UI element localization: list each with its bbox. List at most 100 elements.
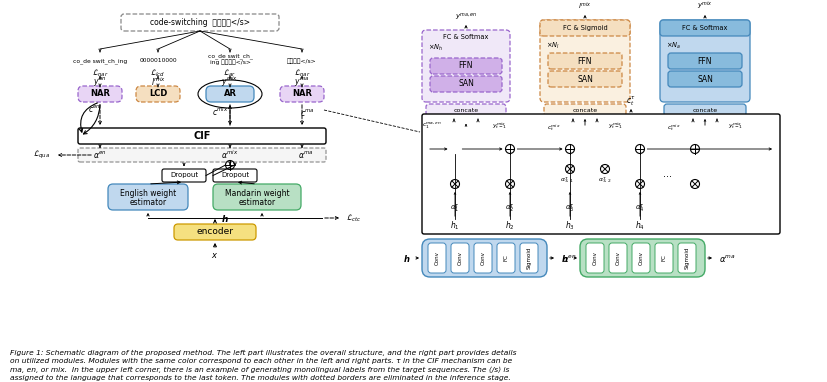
- Text: assigned to the language that corresponds to the last token. The modules with do: assigned to the language that correspond…: [10, 375, 510, 381]
- Text: NAR: NAR: [292, 89, 312, 99]
- FancyBboxPatch shape: [206, 86, 254, 102]
- FancyBboxPatch shape: [422, 30, 509, 102]
- Text: $h_4$: $h_4$: [634, 220, 644, 232]
- Text: CIF: CIF: [193, 131, 210, 141]
- FancyBboxPatch shape: [280, 86, 323, 102]
- FancyBboxPatch shape: [162, 169, 206, 182]
- Text: $\alpha^{mix}$: $\alpha^{mix}$: [221, 149, 238, 161]
- Text: Figure 1: Schematic diagram of the proposed method. The left part illustrates th: Figure 1: Schematic diagram of the propo…: [10, 350, 516, 356]
- Text: NAR: NAR: [90, 89, 110, 99]
- FancyBboxPatch shape: [473, 243, 491, 273]
- Text: $\times N_a$: $\times N_a$: [665, 41, 681, 51]
- Text: $x$: $x$: [211, 251, 218, 259]
- Text: FC: FC: [503, 254, 508, 261]
- Text: FC & Softmax: FC & Softmax: [442, 34, 488, 40]
- Text: code-switching  语音识别</s>: code-switching 语音识别</s>: [150, 18, 250, 27]
- Text: ma, en, or mix.  In the upper left corner, there is an example of generating mon: ma, en, or mix. In the upper left corner…: [10, 366, 509, 373]
- Text: $c^{ma}$: $c^{ma}$: [299, 107, 314, 118]
- Text: Dropout: Dropout: [170, 173, 198, 178]
- Text: concate: concate: [691, 107, 717, 113]
- Text: $\alpha^{ma}$: $\alpha^{ma}$: [718, 253, 734, 264]
- FancyBboxPatch shape: [121, 14, 279, 31]
- Text: ...: ...: [662, 169, 672, 179]
- Text: $y^{en}$: $y^{en}$: [93, 76, 107, 89]
- Text: $\alpha^{ma}$: $\alpha^{ma}$: [298, 149, 313, 160]
- Text: Sigmoid: Sigmoid: [684, 247, 689, 269]
- FancyBboxPatch shape: [654, 243, 672, 273]
- Text: $h_2$: $h_2$: [504, 220, 514, 232]
- Text: Dropout: Dropout: [221, 173, 249, 178]
- Text: FC & Sigmoid: FC & Sigmoid: [562, 25, 607, 31]
- Text: $c^{mix}_{t}$: $c^{mix}_{t}$: [547, 123, 560, 133]
- FancyBboxPatch shape: [174, 224, 256, 240]
- FancyBboxPatch shape: [136, 86, 179, 102]
- FancyBboxPatch shape: [631, 243, 649, 273]
- Text: $\alpha_{3,2}^{\tau}$: $\alpha_{3,2}^{\tau}$: [598, 175, 611, 183]
- Text: $\mathcal{L}_{nar}$: $\mathcal{L}_{nar}$: [92, 67, 108, 79]
- Text: $y^{mix}_{t-1}$: $y^{mix}_{t-1}$: [608, 121, 623, 131]
- Text: Conv: Conv: [592, 251, 597, 265]
- Text: $y^{mix}$: $y^{mix}$: [222, 75, 238, 89]
- Text: FC: FC: [661, 254, 666, 261]
- Text: Mandarin weight: Mandarin weight: [224, 189, 289, 197]
- Text: FC & Softmax: FC & Softmax: [681, 25, 727, 31]
- Text: $y^{ma,en}$: $y^{ma,en}$: [454, 11, 477, 23]
- Text: $c^{ma,en}_{1}$: $c^{ma,en}_{1}$: [422, 121, 442, 131]
- Text: $\mathcal{L}_{lcd}$: $\mathcal{L}_{lcd}$: [151, 67, 165, 79]
- Text: $\alpha^{en}$: $\alpha^{en}$: [561, 253, 576, 264]
- Text: $c^{mix}_{t}$: $c^{mix}_{t}$: [667, 123, 680, 133]
- FancyBboxPatch shape: [422, 239, 547, 277]
- Text: $y^{ma}$: $y^{ma}$: [294, 76, 309, 89]
- Text: $\boldsymbol{h}$: $\boldsymbol{h}$: [221, 212, 229, 223]
- Text: $y^{mix}_{t-1}$: $y^{mix}_{t-1}$: [492, 121, 507, 131]
- FancyBboxPatch shape: [78, 86, 122, 102]
- Text: SAN: SAN: [457, 79, 473, 89]
- FancyBboxPatch shape: [425, 104, 505, 116]
- FancyBboxPatch shape: [539, 20, 629, 36]
- Text: $c^{mix}$: $c^{mix}$: [212, 106, 228, 118]
- FancyBboxPatch shape: [547, 53, 621, 69]
- Text: encoder: encoder: [196, 228, 233, 236]
- Text: SAN: SAN: [696, 74, 712, 84]
- Text: estimator: estimator: [129, 198, 166, 207]
- FancyBboxPatch shape: [78, 128, 326, 144]
- Text: $\boldsymbol{h}$: $\boldsymbol{h}$: [403, 253, 410, 264]
- Text: $\alpha_2^{\tau}$: $\alpha_2^{\tau}$: [504, 203, 514, 215]
- Text: $y^{mix}$: $y^{mix}$: [696, 0, 712, 12]
- Text: $\mathcal{L}_{ar}$: $\mathcal{L}_{ar}$: [223, 67, 237, 79]
- Text: concate: concate: [453, 107, 478, 113]
- FancyBboxPatch shape: [547, 71, 621, 87]
- FancyBboxPatch shape: [78, 148, 326, 162]
- Text: Conv: Conv: [457, 251, 462, 265]
- Text: Conv: Conv: [434, 251, 439, 265]
- FancyBboxPatch shape: [213, 169, 256, 182]
- FancyBboxPatch shape: [429, 58, 501, 74]
- FancyBboxPatch shape: [609, 243, 626, 273]
- Text: $\mathcal{L}_{nar}$: $\mathcal{L}_{nar}$: [294, 67, 310, 79]
- Text: FFN: FFN: [697, 57, 711, 65]
- Text: LCD: LCD: [149, 89, 167, 99]
- Text: concate: concate: [571, 107, 597, 113]
- Text: $\alpha_1^{\tau}$: $\alpha_1^{\tau}$: [450, 203, 459, 215]
- Text: $\mathcal{L}_{ctc}$: $\mathcal{L}_{ctc}$: [346, 212, 361, 224]
- Text: $\times N_l$: $\times N_l$: [545, 41, 559, 51]
- Text: Conv: Conv: [614, 251, 619, 265]
- Text: $c_t^{\tau}$: $c_t^{\tau}$: [625, 94, 635, 108]
- FancyBboxPatch shape: [451, 243, 468, 273]
- Text: $\alpha_{3,1}^{\tau}$: $\alpha_{3,1}^{\tau}$: [560, 175, 573, 183]
- FancyBboxPatch shape: [428, 243, 446, 273]
- Text: $\boldsymbol{h}$: $\boldsymbol{h}$: [561, 253, 568, 264]
- FancyBboxPatch shape: [663, 104, 745, 116]
- Text: $l^{mix}$: $l^{mix}$: [577, 0, 591, 11]
- Text: Sigmoid: Sigmoid: [526, 247, 531, 269]
- FancyBboxPatch shape: [659, 20, 749, 102]
- Text: co_de swit_ch_
ing 语音识别</s>: co_de swit_ch_ ing 语音识别</s>: [208, 53, 252, 65]
- Text: 0000010000: 0000010000: [139, 58, 177, 63]
- FancyBboxPatch shape: [543, 104, 625, 116]
- Text: 语音识别</s>: 语音识别</s>: [287, 58, 317, 64]
- Text: $h_3$: $h_3$: [564, 220, 574, 232]
- Text: $l^{mix}$: $l^{mix}$: [151, 76, 165, 88]
- FancyBboxPatch shape: [539, 20, 629, 102]
- Text: estimator: estimator: [238, 198, 275, 207]
- FancyBboxPatch shape: [496, 243, 514, 273]
